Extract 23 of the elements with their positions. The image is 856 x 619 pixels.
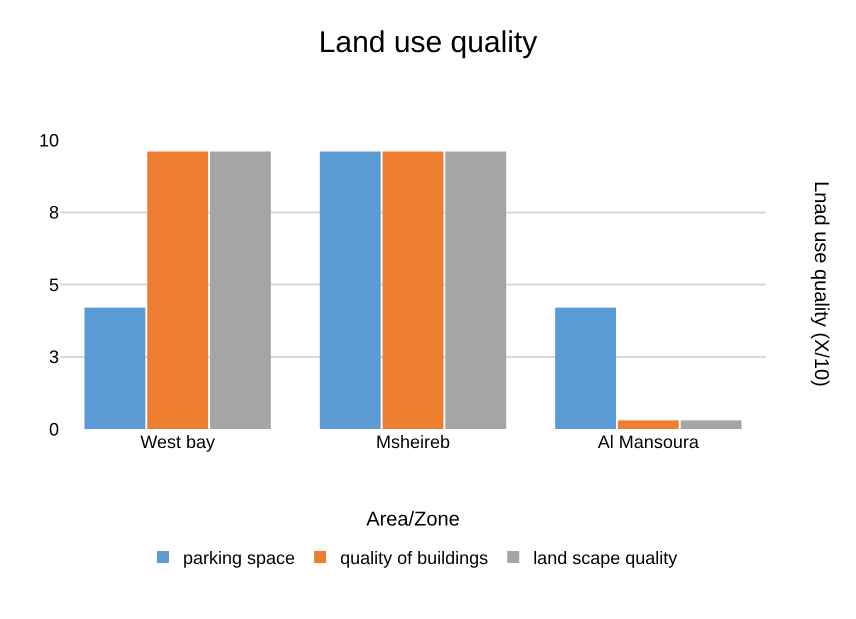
bar: [555, 308, 616, 429]
chart-title: Land use quality: [318, 26, 538, 59]
bar: [147, 152, 208, 429]
y-tick-label: 8: [48, 202, 59, 223]
x-axis-title: Area/Zone: [366, 508, 460, 530]
y-tick-label: 0: [48, 419, 59, 440]
y-tick-label: 3: [48, 347, 59, 368]
legend-label: quality of buildings: [340, 548, 488, 568]
y-tick-label: 10: [38, 130, 59, 150]
bar: [210, 152, 271, 429]
x-tick-label: Al Mansoura: [598, 432, 700, 452]
legend-label: land scape quality: [533, 548, 678, 568]
bar: [320, 152, 381, 429]
bar: [382, 152, 444, 429]
y-tick-label: 5: [48, 274, 59, 295]
bar: [680, 420, 742, 429]
y-axis-title: Lnad use quality (X/10): [810, 181, 832, 387]
bar: [618, 420, 679, 429]
bar: [84, 308, 146, 429]
x-tick-label: Msheireb: [376, 432, 450, 452]
x-tick-label: West bay: [140, 432, 216, 452]
legend-label: parking space: [183, 548, 296, 568]
bar: [445, 152, 506, 429]
